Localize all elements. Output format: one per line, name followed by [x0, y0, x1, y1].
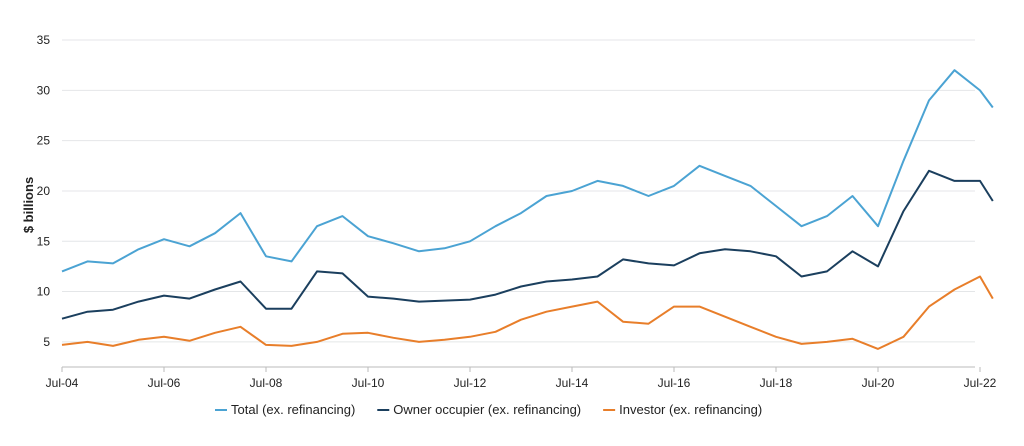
y-axis-title: $ billions: [21, 177, 36, 233]
legend-label-0: Total (ex. refinancing): [231, 402, 355, 417]
x-tick-label: Jul-10: [352, 376, 385, 390]
y-tick-label: 5: [43, 335, 50, 349]
legend-label-2: Investor (ex. refinancing): [619, 402, 762, 417]
y-tick-label: 15: [37, 234, 51, 248]
series-line-0: [61, 69, 994, 273]
x-tick-label: Jul-12: [454, 376, 487, 390]
x-tick-label: Jul-18: [760, 376, 793, 390]
y-tick-label: 25: [37, 134, 51, 148]
x-tick-label: Jul-06: [148, 376, 181, 390]
x-tick-label: Jul-22: [964, 376, 997, 390]
x-tick-label: Jul-08: [250, 376, 283, 390]
y-tick-label: 35: [37, 33, 51, 47]
x-tick-label: Jul-14: [556, 376, 589, 390]
y-axis-ticks: 5 10 15 20 25 30 35: [37, 33, 51, 349]
series-line-2: [61, 275, 994, 350]
x-axis-ticks: Jul-04 Jul-06 Jul-08 Jul-10 Jul-12 Jul-14 Jul-…: [46, 367, 997, 390]
x-tick-label: Jul-04: [46, 376, 79, 390]
x-tick-label: Jul-16: [658, 376, 691, 390]
series-line-1: [61, 169, 994, 320]
y-tick-label: 20: [37, 184, 51, 198]
legend-label-1: Owner occupier (ex. refinancing): [393, 402, 581, 417]
series-lines: [61, 69, 994, 350]
y-tick-label: 10: [37, 285, 51, 299]
y-tick-label: 30: [37, 83, 51, 97]
gridlines: [62, 39, 975, 343]
x-tick-label: Jul-20: [862, 376, 895, 390]
legend: Total (ex. refinancing) Owner occupier (e…: [215, 402, 762, 417]
